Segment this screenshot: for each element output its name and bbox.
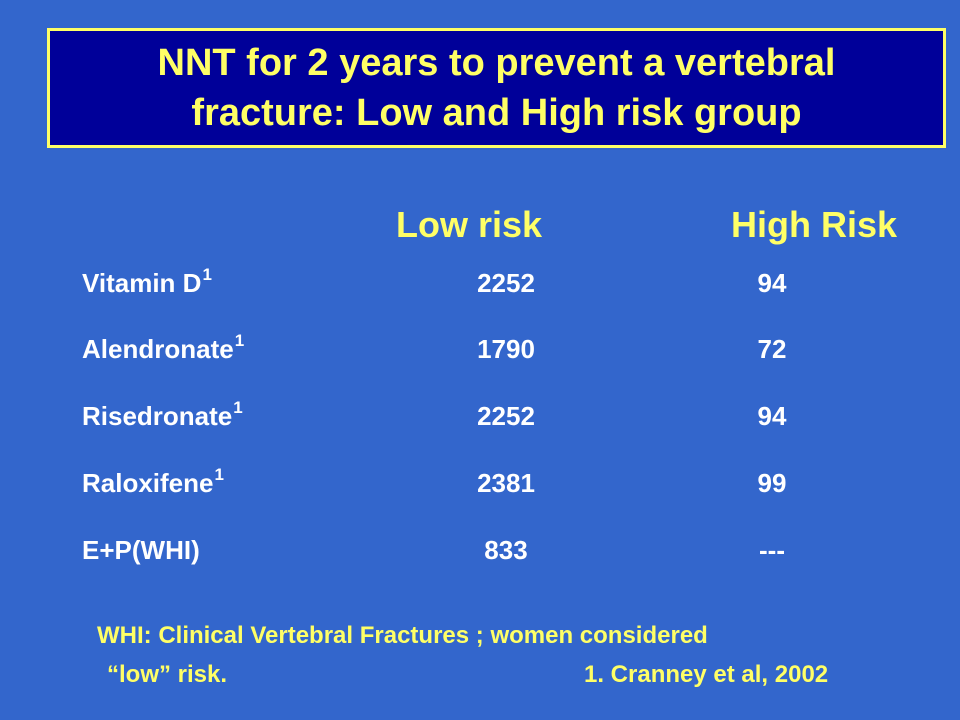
drug-name: Raloxifene1	[82, 465, 224, 498]
footnote-low-risk: “low” risk.	[107, 661, 228, 688]
high-risk-value: 94	[757, 401, 787, 431]
footnote-line-1: WHI: Clinical Vertebral Fractures ; wome…	[97, 622, 708, 649]
slide-title-line-1: NNT for 2 years to prevent a vertebral	[157, 42, 836, 84]
footnote-citation: 1. Cranney et al, 2002	[584, 661, 829, 688]
table-row: E+P(WHI) 833 ---	[0, 530, 960, 570]
reference-superscript: 1	[202, 265, 212, 285]
high-risk-value: 94	[757, 268, 787, 298]
table-row: Alendronate1 1790 72	[0, 329, 960, 369]
drug-name: E+P(WHI)	[82, 535, 200, 565]
high-risk-value: 99	[757, 468, 787, 498]
reference-superscript: 1	[234, 331, 245, 351]
drug-name: Risedronate1	[82, 398, 243, 431]
drug-name: Vitamin D1	[82, 265, 212, 298]
low-risk-value: 2381	[477, 468, 535, 498]
reference-superscript: 1	[233, 398, 243, 418]
drug-name: Alendronate1	[82, 331, 245, 364]
low-risk-value: 833	[484, 535, 528, 565]
high-risk-value: 72	[757, 334, 787, 364]
table-row: Raloxifene1 2381 99	[0, 463, 960, 503]
low-risk-value: 2252	[477, 401, 535, 431]
table-row: Risedronate1 2252 94	[0, 396, 960, 436]
column-header-low-risk: Low risk	[396, 204, 543, 245]
reference-superscript: 1	[214, 465, 224, 485]
slide-title-line-2: fracture: Low and High risk group	[191, 92, 802, 134]
slide-title-box: NNT for 2 years to prevent a vertebral f…	[47, 28, 946, 148]
low-risk-value: 1790	[477, 334, 535, 364]
low-risk-value: 2252	[477, 268, 535, 298]
column-header-high-risk: High Risk	[731, 204, 898, 245]
table-row: Vitamin D1 2252 94	[0, 263, 960, 303]
high-risk-value: ---	[759, 535, 785, 565]
